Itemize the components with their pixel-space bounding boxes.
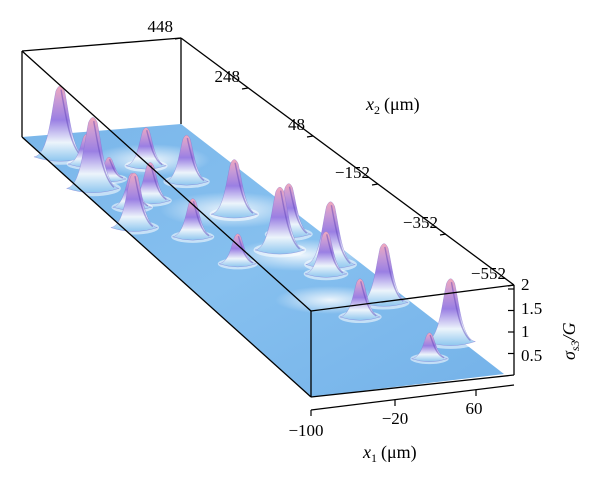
x2-tick-label: 448 [148,17,174,36]
x2-tick-mark [174,37,182,40]
x2-tick-label: −552 [471,264,506,283]
x2-tick-label: 48 [288,115,305,134]
x2-tick-mark [371,183,379,186]
surface-peak [338,278,382,324]
surface-peak [424,278,478,349]
z-tick-label: 0.5 [521,346,542,365]
x2-tick-label: 248 [215,67,241,86]
surface-peak [64,117,121,197]
x2-tick-mark [507,284,515,287]
surface-peak [171,198,215,243]
x1-tick-label: −100 [288,421,323,440]
x2-tick-label: −152 [335,163,370,182]
x1-tick-label: 60 [466,399,483,418]
surface-peak [410,332,449,365]
box-front-edges [21,50,515,411]
x2-axis-title: x2 (μm) [365,94,420,117]
z-tick-label: 1.5 [521,299,542,318]
surface-peak [217,233,258,270]
z-axis-title: σs3/G [559,322,582,360]
x2-tick-mark [241,87,249,90]
peaks-layer [32,85,478,365]
x1-axis-title: x1 (μm) [362,442,417,465]
surface-peak [163,134,210,189]
z-tick-label: 2 [521,275,530,294]
x2-tick-mark [306,135,314,138]
ticks-layer: 448 248 48 −152 −352 −552 −100 −20 60 0.5 1 1.5 2 [148,17,543,440]
z-tick-label: 1 [521,322,530,341]
x1-tick-label: −20 [382,409,409,428]
surface-peak [109,172,159,235]
box-back-edges [21,37,515,286]
surface-peak [209,159,260,222]
x2-tick-label: −352 [403,213,438,232]
x2-tick-mark [439,233,447,236]
surface-peak [303,231,349,281]
surface-peak [253,186,307,258]
